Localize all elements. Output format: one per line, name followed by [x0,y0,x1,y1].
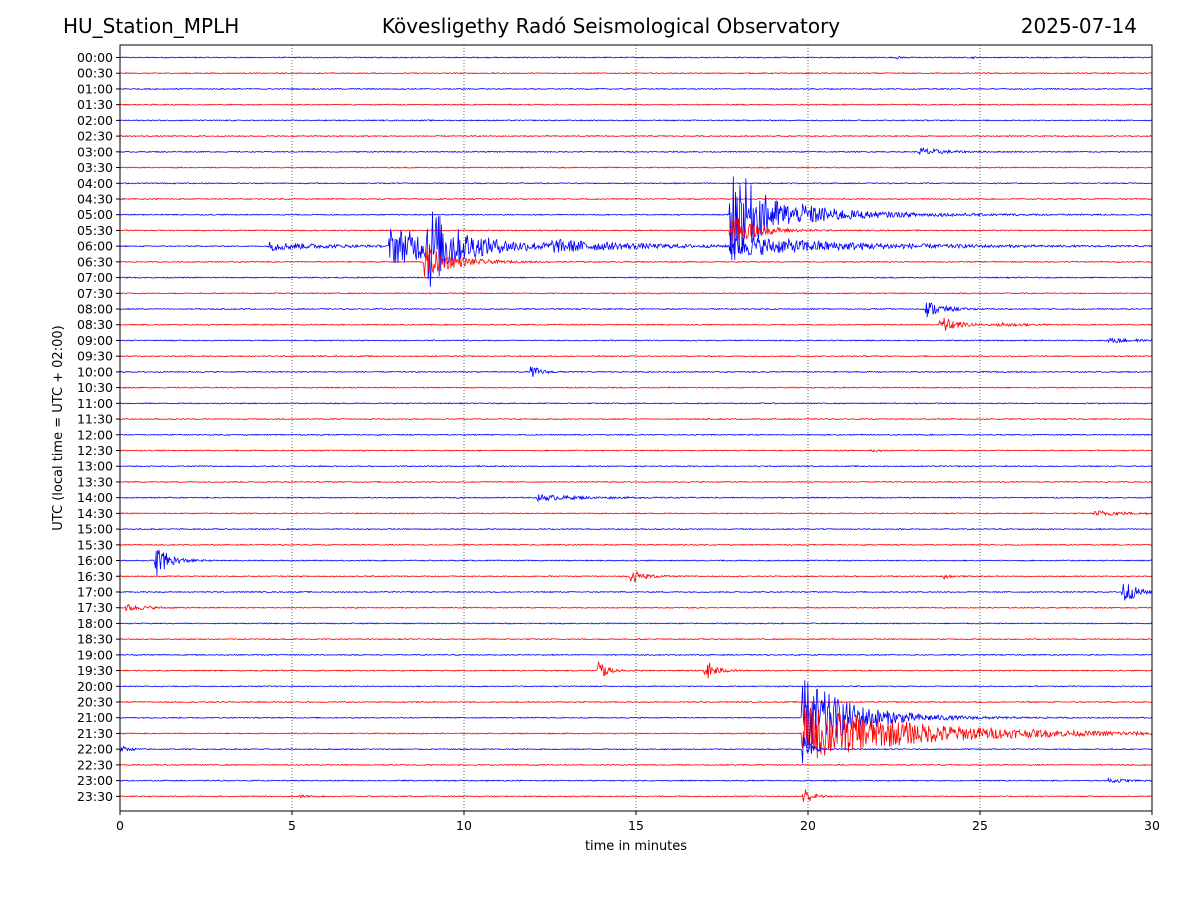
y-tick-label: 18:00 [77,616,113,631]
y-tick-label: 01:30 [77,97,113,112]
x-tick-label: 0 [116,818,124,833]
y-tick-label: 23:00 [77,773,113,788]
y-tick-label: 20:30 [77,695,113,710]
trace-1930 [119,660,1153,679]
y-tick-label: 11:00 [77,396,113,411]
station-title: HU_Station_MPLH [63,14,240,38]
y-tick-label: 05:00 [77,207,113,222]
trace-0900 [119,337,1153,344]
y-tick-label: 13:30 [77,474,113,489]
y-tick-label: 07:30 [77,286,113,301]
y-tick-label: 14:30 [77,506,113,521]
x-tick-label: 20 [800,818,816,833]
y-tick-label: 18:30 [77,632,113,647]
x-axis: 0 5 10 15 20 25 30 [116,811,1160,833]
trace-1330 [119,480,1152,484]
x-tick-label: 5 [288,818,296,833]
observatory-title: Kövesligethy Radó Seismological Observat… [381,14,841,38]
y-tick-label: 22:30 [77,757,113,772]
y-tick-label: 16:00 [77,553,113,568]
trace-0300 [119,147,1153,155]
trace-1800 [119,622,1153,625]
trace-0100 [120,87,1153,91]
y-tick-label: 15:00 [77,522,113,537]
x-tick-label: 25 [972,818,988,833]
y-tick-label: 19:30 [77,663,113,678]
date-title: 2025-07-14 [1020,14,1137,38]
y-tick-label: 22:00 [77,742,113,757]
y-tick-label: 21:30 [77,726,113,741]
y-tick-label: 05:30 [77,223,113,238]
trace-0930 [119,355,1153,358]
trace-0530 [119,216,1153,245]
trace-1730 [119,603,1153,612]
trace-1500 [119,527,1152,531]
trace-0500 [119,176,1153,261]
trace-2130 [119,706,1153,759]
y-tick-label: 16:30 [77,569,113,584]
y-tick-label: 17:00 [77,584,113,599]
y-tick-label: 17:30 [77,600,113,615]
y-axis-label: UTC (local time = UTC + 02:00) [51,325,66,530]
y-tick-label: 03:30 [77,160,113,175]
trace-0700 [119,276,1153,279]
trace-2200 [119,737,1153,764]
y-tick-label: 15:30 [77,537,113,552]
y-tick-label: 00:30 [77,66,113,81]
y-tick-label: 06:30 [77,254,113,269]
trace-0330 [119,166,1153,169]
grid-lines [291,45,981,811]
y-tick-label: 03:00 [77,144,113,159]
y-tick-label: 06:00 [77,239,113,254]
trace-2330 [119,789,1153,802]
y-tick-label: 12:00 [77,427,113,442]
trace-0730 [119,292,1153,295]
trace-2000 [119,685,1153,688]
y-tick-label: 04:30 [77,191,113,206]
trace-0130 [119,103,1153,106]
y-tick-label: 13:00 [77,459,113,474]
x-tick-label: 30 [1144,818,1160,833]
y-tick-label: 09:00 [77,333,113,348]
y-tick-label: 10:30 [77,380,113,395]
trace-1530 [119,543,1153,546]
y-axis: 00:0000:3001:0001:3002:0002:3003:0003:30… [77,50,120,804]
y-tick-label: 02:30 [77,129,113,144]
y-tick-label: 00:00 [77,50,113,65]
y-tick-label: 04:00 [77,176,113,191]
y-tick-label: 20:00 [77,679,113,694]
y-tick-label: 02:00 [77,113,113,128]
y-tick-label: 23:30 [77,789,113,804]
y-tick-label: 11:30 [77,412,113,427]
y-tick-label: 10:00 [77,364,113,379]
x-axis-label: time in minutes [585,839,687,854]
x-tick-label: 10 [456,818,472,833]
x-tick-label: 15 [628,818,644,833]
trace-1130 [119,417,1153,421]
y-tick-label: 08:00 [77,302,113,317]
trace-1600 [119,549,1153,576]
y-tick-label: 08:30 [77,317,113,332]
y-tick-label: 12:30 [77,443,113,458]
y-tick-label: 21:00 [77,710,113,725]
y-tick-label: 19:00 [77,647,113,662]
y-tick-label: 14:00 [77,490,113,505]
y-tick-label: 07:00 [77,270,113,285]
y-tick-label: 01:00 [77,81,113,96]
y-tick-label: 09:30 [77,349,113,364]
